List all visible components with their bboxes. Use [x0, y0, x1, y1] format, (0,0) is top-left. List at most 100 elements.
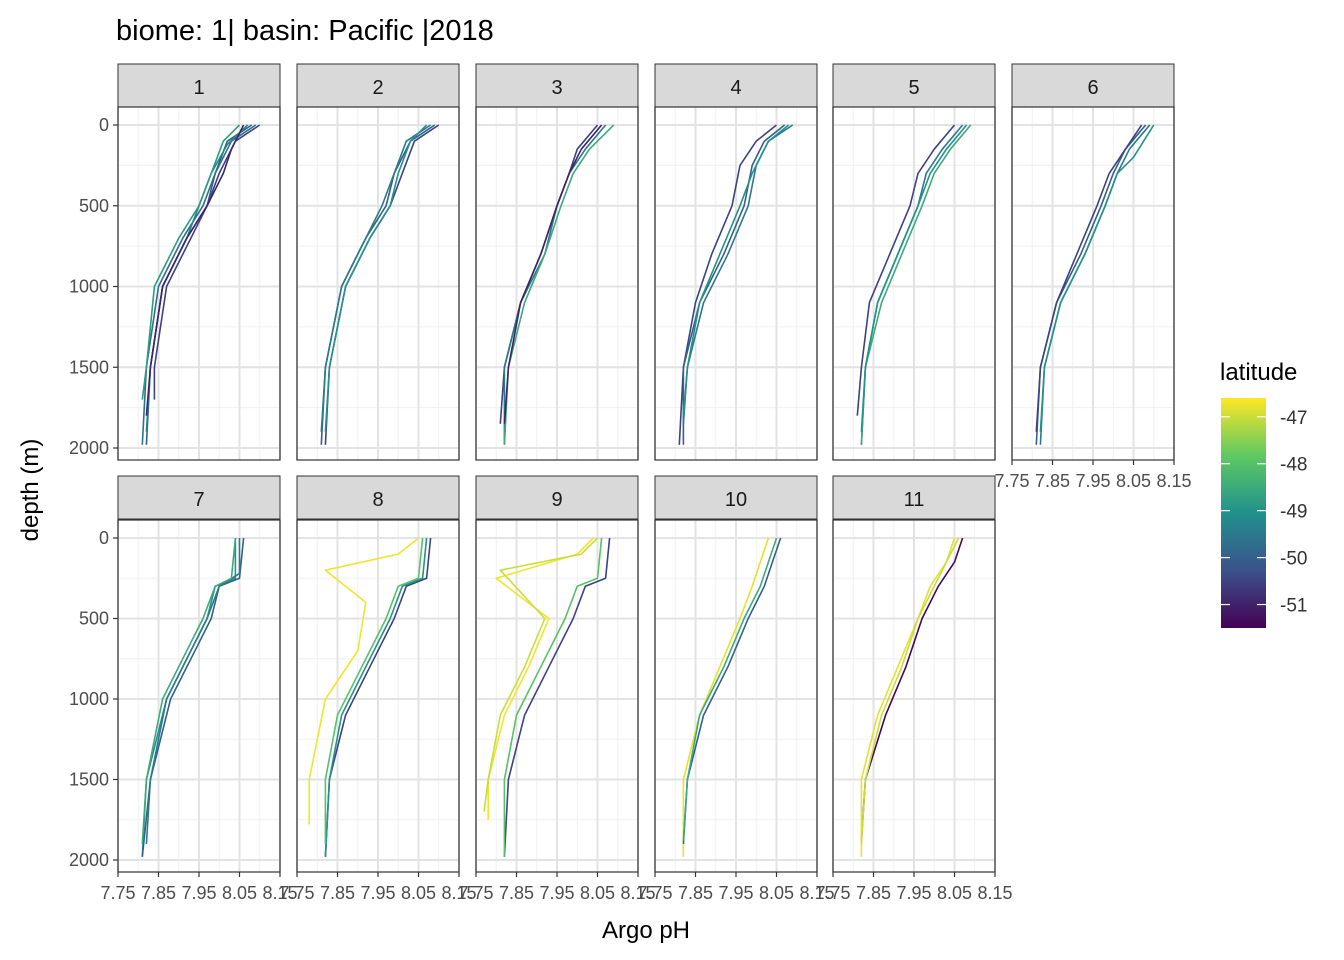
y-axis-label: depth (m) [17, 439, 44, 542]
profile-line [145, 538, 241, 844]
x-tick-label: 8.05 [401, 883, 436, 903]
x-tick-label: 8.05 [222, 883, 257, 903]
y-tick-label: 1000 [69, 689, 109, 709]
panel-border [117, 106, 281, 461]
profile-line [1039, 124, 1155, 432]
profile-line [483, 537, 599, 812]
facet-label: 5 [908, 77, 919, 99]
facet-panel: 4 [654, 63, 818, 461]
facet-panel: 2 [296, 63, 460, 461]
facet-strip [296, 63, 460, 108]
profile-line [324, 124, 428, 432]
facet-strip [832, 475, 996, 520]
x-tick-label: 8.05 [1116, 471, 1151, 491]
x-tick-label: 8.15 [977, 883, 1012, 903]
profile-line [503, 124, 603, 424]
profile-line [682, 124, 786, 445]
panel-border [296, 106, 460, 461]
x-tick-label: 7.75 [100, 883, 135, 903]
profile-line [503, 537, 611, 857]
y-tick-label: 500 [79, 196, 109, 216]
legend-ticks: -47 -48 -49 -50 -51 [1221, 408, 1307, 617]
profile-line [682, 124, 790, 416]
facet-panel: 10 7.75 7.85 7.95 8.05 8.15 [637, 475, 835, 903]
chart-title: biome: 1| basin: Pacific |2018 [116, 15, 494, 47]
x-tick-label: 8.15 [262, 883, 297, 903]
profile-line [856, 124, 956, 416]
x-tick-label: 8.05 [580, 883, 615, 903]
x-tick-label: 7.75 [637, 883, 672, 903]
y-tick-label: 0 [99, 528, 109, 548]
y-tick-label: 500 [79, 609, 109, 629]
x-tick-label: 7.85 [1035, 471, 1070, 491]
facet-strip [475, 475, 639, 520]
profile-line [503, 124, 607, 445]
legend-tick-label: -51 [1280, 596, 1307, 617]
y-tick-label: 1000 [69, 277, 109, 297]
facet-label: 9 [551, 489, 562, 511]
x-tick-label: 7.75 [458, 883, 493, 903]
x-tick-label: 8.15 [620, 883, 655, 903]
profile-line [860, 124, 968, 432]
legend-title: latitude [1220, 359, 1297, 386]
x-tick-label: 7.85 [141, 883, 176, 903]
facet-panel: 6 7.75 7.85 7.95 8.05 8.15 [994, 63, 1192, 491]
x-tick-label: 7.95 [181, 883, 216, 903]
profile-line [503, 537, 603, 857]
facet-label: 6 [1087, 77, 1098, 99]
x-axis-label: Argo pH [602, 917, 690, 944]
profile-line [1035, 124, 1143, 432]
profile-line [145, 124, 245, 416]
profile-line [141, 537, 237, 844]
facet-label: 4 [730, 77, 741, 99]
facet-label: 10 [725, 489, 747, 511]
facet-label: 3 [551, 77, 562, 99]
legend-tick-label: -50 [1280, 549, 1307, 570]
legend-tick-label: -49 [1280, 502, 1307, 523]
profile-line [324, 537, 428, 857]
x-tick-label: 7.95 [718, 883, 753, 903]
panel-border [475, 106, 639, 461]
facet-label: 7 [193, 489, 204, 511]
facet-panel: 9 7.75 7.85 7.95 8.05 8.15 [458, 475, 656, 903]
facet-strip [117, 63, 281, 108]
legend-tick-label: -48 [1280, 455, 1307, 476]
profile-line [682, 537, 778, 841]
y-tick-label: 0 [99, 115, 109, 135]
profile-line [860, 537, 960, 844]
x-tick-label: 7.85 [856, 883, 891, 903]
facet-panel: 1 0 500 1000 1500 2000 [69, 63, 281, 461]
legend-colorbar [1221, 398, 1266, 628]
profile-line [320, 124, 432, 432]
x-tick-label: 8.15 [799, 883, 834, 903]
facet-label: 1 [193, 77, 204, 99]
x-tick-label: 7.95 [1075, 471, 1110, 491]
x-tick-label: 8.05 [937, 883, 972, 903]
latitude-legend: latitude -47 -48 -49 -50 -51 [1220, 359, 1307, 628]
x-tick-label: 8.15 [441, 883, 476, 903]
x-tick-label: 7.75 [994, 471, 1029, 491]
profile-line [141, 124, 241, 400]
y-tick-label: 1500 [69, 357, 109, 377]
profile-line [324, 537, 424, 844]
x-tick-label: 7.95 [896, 883, 931, 903]
x-tick-label: 7.75 [815, 883, 850, 903]
facet-label: 8 [372, 489, 383, 511]
facet-panel: 8 7.75 7.85 7.95 8.05 8.15 [279, 475, 477, 903]
x-tick-label: 7.95 [360, 883, 395, 903]
x-tick-label: 8.05 [759, 883, 794, 903]
x-tick-label: 7.85 [678, 883, 713, 903]
x-tick-label: 7.85 [320, 883, 355, 903]
panel-border [654, 106, 818, 461]
facet-strip [654, 475, 818, 520]
facet-panel: 7 0 500 1000 1500 2000 7.75 7.85 7.95 8.05 8.15 [69, 475, 298, 903]
facet-label: 2 [372, 77, 383, 99]
x-tick-label: 8.15 [1156, 471, 1191, 491]
facet-panel: 11 7.75 7.85 7.95 8.05 8.15 [815, 475, 1013, 903]
x-tick-label: 7.75 [279, 883, 314, 903]
x-tick-label: 7.85 [499, 883, 534, 903]
facet-panel: 3 [475, 63, 639, 461]
panel-border [832, 106, 996, 461]
